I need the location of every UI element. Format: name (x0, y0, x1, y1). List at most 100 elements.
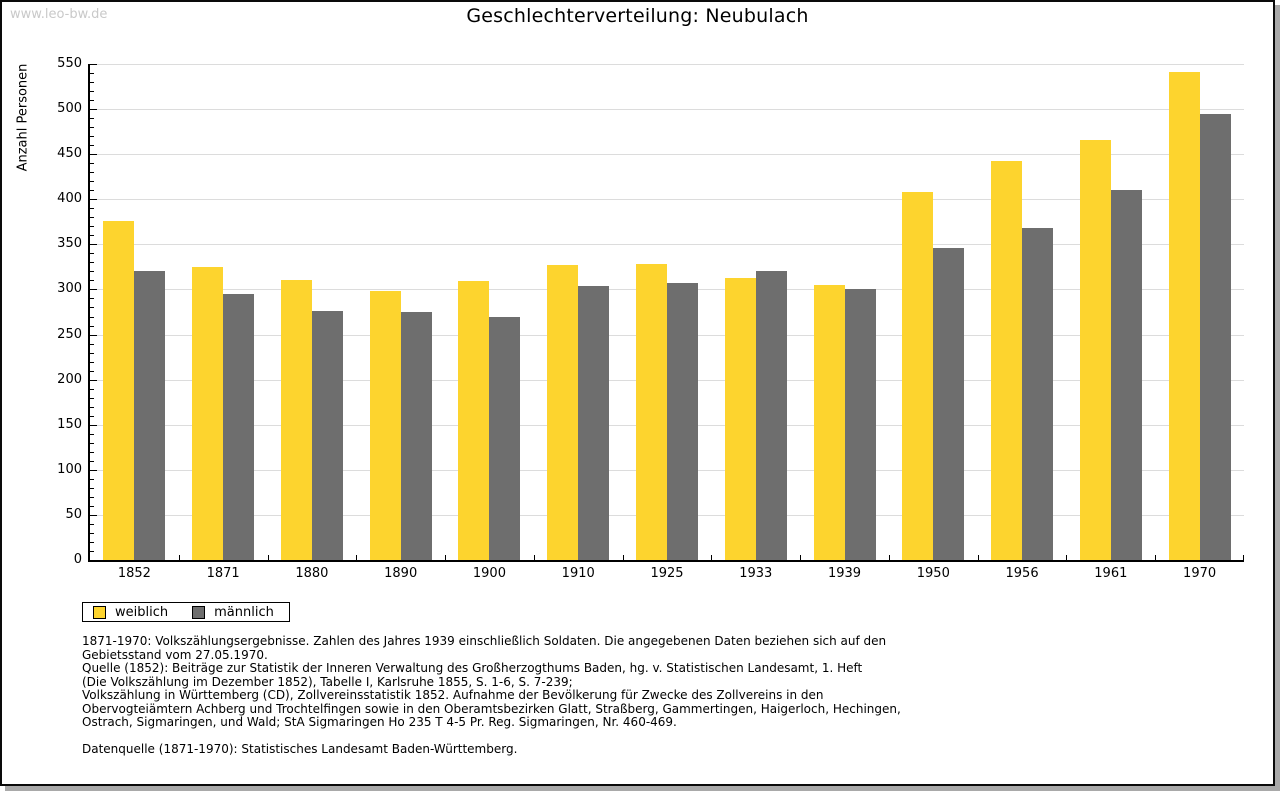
legend-label-maennlich: männlich (214, 604, 274, 620)
gridline (90, 109, 1244, 110)
bar-group-1910 (534, 64, 623, 560)
footnote-line: Quelle (1852): Beiträge zur Statistik de… (82, 661, 863, 675)
y-tick-label: 0 (73, 552, 82, 567)
y-tick-minor (90, 434, 94, 435)
y-tick-minor (90, 353, 94, 354)
gridline (90, 154, 1244, 155)
y-tick-minor (90, 326, 94, 327)
y-tick-major (90, 109, 97, 110)
bar-group-1956 (978, 64, 1067, 560)
bar-weiblich-1880 (280, 280, 312, 560)
y-tick-minor (90, 344, 94, 345)
x-axis-label: 1939 (827, 566, 862, 581)
y-tick-label: 50 (65, 507, 82, 522)
y-tick-minor (90, 389, 94, 390)
x-tick (1155, 555, 1156, 560)
y-tick-minor (90, 362, 94, 363)
x-tick (889, 555, 890, 560)
bar-weiblich-1939 (813, 285, 845, 560)
footnote-line: Obervogteiämtern Achberg und Trochtelfin… (82, 701, 901, 716)
y-tick-major (90, 515, 97, 516)
x-axis-label: 1956 (1005, 566, 1039, 581)
y-tick-major (90, 335, 97, 336)
y-tick-major (90, 289, 97, 290)
y-tick-major (90, 154, 97, 155)
y-tick-minor (90, 479, 94, 480)
y-tick-minor (90, 145, 94, 146)
footnote-line: 1871-1970: Volkszählungsergebnisse. Zahl… (82, 634, 887, 648)
bar-männlich-1925 (666, 283, 698, 560)
y-tick-minor (90, 416, 94, 417)
y-tick-minor (90, 533, 94, 534)
x-axis-label: 1890 (384, 566, 418, 581)
y-tick-label: 450 (57, 146, 82, 161)
y-tick-minor (90, 551, 94, 552)
x-tick (179, 555, 180, 560)
bar-männlich-1910 (578, 286, 610, 560)
bar-männlich-1933 (755, 271, 787, 560)
frame-edge-bottom (5, 786, 1280, 791)
y-tick-minor (90, 317, 94, 318)
bar-männlich-1871 (223, 294, 255, 560)
x-tick (356, 555, 357, 560)
bar-weiblich-1871 (192, 267, 224, 560)
x-tick (534, 555, 535, 560)
y-tick-minor (90, 271, 94, 272)
bar-männlich-1970 (1199, 114, 1231, 560)
y-tick-label: 200 (57, 372, 82, 387)
y-tick-label: 300 (57, 281, 82, 296)
footnote-line: (Die Volkszählung im Dezember 1852), Tab… (82, 674, 573, 689)
y-tick-major (90, 244, 97, 245)
x-axis-label: 1880 (295, 566, 329, 581)
bar-group-1880 (268, 64, 357, 560)
bar-group-1900 (445, 64, 534, 560)
y-tick-minor (90, 307, 94, 308)
x-tick (1243, 555, 1244, 560)
y-tick-label: 150 (57, 417, 82, 432)
y-tick-minor (90, 136, 94, 137)
x-tick (978, 555, 979, 560)
y-axis-labels: 0 50 100 150 200 250 300 350 400 450 500 550 (2, 56, 82, 567)
y-tick-minor (90, 235, 94, 236)
x-axis-label: 1910 (561, 566, 595, 581)
x-tick (711, 555, 712, 560)
y-tick-minor (90, 118, 94, 119)
bar-group-1925 (623, 64, 712, 560)
y-tick-minor (90, 181, 94, 182)
page-title: Geschlechterverteilung: Neubulach (466, 5, 809, 27)
bar-weiblich-1890 (369, 291, 401, 560)
legend-swatch-maennlich (192, 605, 206, 619)
legend: weiblich männlich (82, 602, 290, 622)
legend-item-weiblich: weiblich (93, 605, 168, 619)
y-tick-minor (90, 371, 94, 372)
bar-männlich-1852 (134, 271, 166, 560)
y-tick-label: 400 (57, 191, 82, 206)
y-tick-minor (90, 190, 94, 191)
bar-männlich-1939 (844, 289, 876, 560)
y-tick-minor (90, 163, 94, 164)
bar-weiblich-1961 (1079, 140, 1111, 560)
y-tick-minor (90, 226, 94, 227)
y-tick-minor (90, 398, 94, 399)
footnote-line: Volkszählung in Württemberg (CD), Zollve… (82, 688, 824, 702)
bar-weiblich-1950 (902, 192, 934, 560)
bar-weiblich-1852 (103, 221, 135, 560)
y-tick-minor (90, 506, 94, 507)
legend-swatch-weiblich (93, 605, 106, 619)
y-tick-major (90, 470, 97, 471)
y-tick-minor (90, 407, 94, 408)
x-axis-label: 1933 (739, 566, 773, 581)
bar-group-1852 (90, 64, 179, 560)
bar-group-1961 (1066, 64, 1155, 560)
bar-group-1871 (179, 64, 268, 560)
gridline (90, 244, 1244, 245)
y-tick-minor (90, 524, 94, 525)
x-axis-label: 1871 (206, 566, 240, 581)
x-axis-label: 1970 (1183, 566, 1217, 581)
y-tick-label: 100 (57, 462, 82, 477)
bar-männlich-1890 (400, 312, 432, 560)
y-tick-minor (90, 488, 94, 489)
y-tick-minor (90, 298, 94, 299)
